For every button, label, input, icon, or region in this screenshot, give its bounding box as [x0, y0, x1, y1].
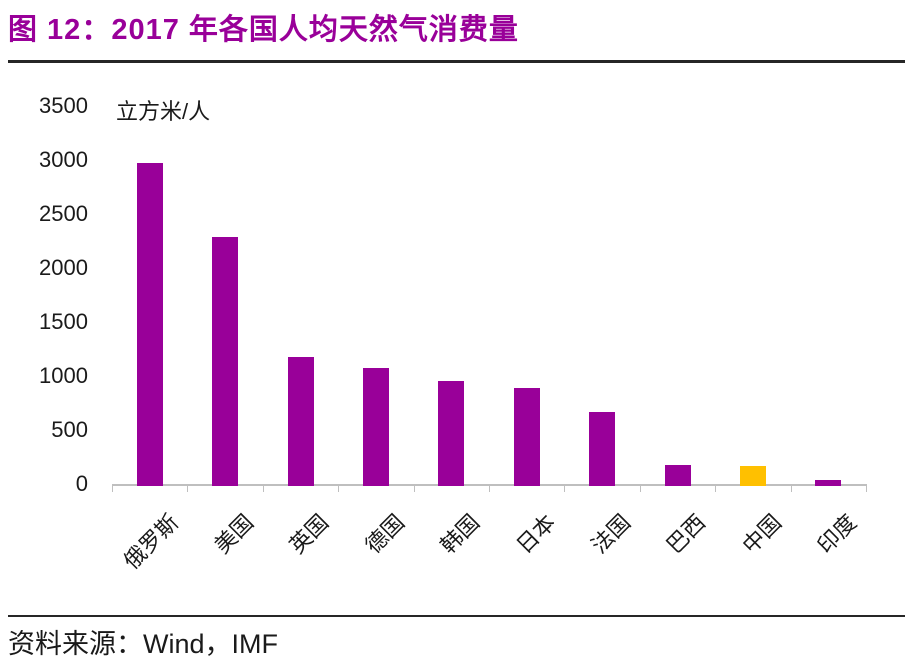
- footer-divider: [8, 615, 905, 617]
- x-tick-label: 日本: [511, 509, 560, 559]
- x-tick-label: 韩国: [435, 509, 485, 559]
- x-tick-label: 印度: [812, 509, 862, 559]
- y-tick-label: 500: [51, 417, 88, 442]
- x-tick-label: 英国: [284, 509, 334, 559]
- y-tick-label: 1500: [39, 309, 88, 334]
- bar: [363, 368, 389, 486]
- x-axis-tick: [564, 484, 565, 492]
- y-tick-label: 2000: [39, 255, 88, 280]
- bar: [589, 412, 615, 486]
- y-tick-label: 0: [75, 471, 88, 496]
- y-axis-unit-label: 立方米/人: [116, 99, 211, 124]
- x-tick-label: 德国: [360, 509, 410, 559]
- y-tick-label: 2500: [39, 201, 88, 226]
- x-tick-label: 巴西: [661, 509, 711, 559]
- x-tick-label: 法国: [586, 509, 636, 559]
- x-axis-tick: [489, 484, 490, 492]
- figure-title: 图 12：2017 年各国人均天然气消费量: [8, 14, 519, 46]
- x-axis-tick: [338, 484, 339, 492]
- x-axis-tick: [112, 484, 113, 492]
- title-divider: [8, 60, 905, 63]
- x-tick-label: 美国: [209, 509, 259, 559]
- x-tick-label: 俄罗斯: [118, 509, 183, 574]
- x-axis-tick: [640, 484, 641, 492]
- y-tick-label: 3500: [39, 93, 88, 118]
- bar: [438, 381, 464, 486]
- bar: [137, 163, 163, 486]
- bar: [514, 388, 540, 486]
- x-axis-tick: [414, 484, 415, 492]
- x-axis-tick: [187, 484, 188, 492]
- source-note: 资料来源：Wind，IMF: [8, 629, 278, 659]
- bar: [212, 237, 238, 486]
- x-axis-tick: [866, 484, 867, 492]
- y-tick-label: 3000: [39, 147, 88, 172]
- x-axis-tick: [791, 484, 792, 492]
- plot-area: [112, 106, 867, 492]
- y-tick-label: 1000: [39, 363, 88, 388]
- x-tick-label: 中国: [737, 509, 787, 559]
- x-axis-tick: [715, 484, 716, 492]
- bar: [740, 466, 766, 486]
- bar: [288, 357, 314, 486]
- x-axis-tick: [263, 484, 264, 492]
- bar: [665, 465, 691, 486]
- bar: [815, 480, 841, 486]
